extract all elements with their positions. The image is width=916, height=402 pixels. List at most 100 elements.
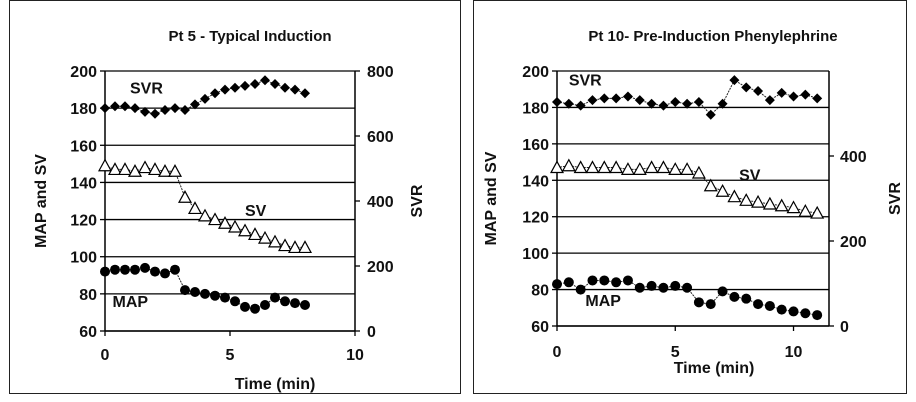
chart-svg-phenylephrine: Pt 10- Pre-Induction Phenylephrine 60 80 10… [483,28,904,377]
data-point-svr [634,95,645,106]
data-point-svr [180,105,190,115]
series-label-svr: SVR [569,73,602,90]
y2-tick-label: 600 [367,129,394,146]
data-point-map [776,304,787,315]
chart-panel-typical-induction: Pt 5 - Typical Induction 60 80 100 120 140 160… [9,0,461,394]
data-point-svr [646,98,657,109]
y-tick-label: 180 [70,101,97,118]
data-point-sv [549,160,565,174]
data-point-map [800,308,811,319]
data-point-svr [150,108,160,119]
data-point-map [150,266,160,277]
data-point-sv [97,158,113,172]
data-point-svr [190,99,200,110]
data-point-map [300,300,310,310]
data-point-sv [257,230,273,244]
data-point-sv [715,183,730,197]
y-tick-label: 140 [522,173,549,190]
data-point-sv [117,162,133,176]
data-point-svr [812,93,823,104]
data-point-sv [157,164,173,177]
data-point-map [290,298,300,309]
data-point-sv [277,238,293,252]
y-tick-label: 160 [522,137,549,154]
data-point-svr [220,84,230,95]
data-point-sv [177,190,193,203]
data-point-svr [717,98,728,109]
y-tick-label: 200 [70,64,97,81]
data-point-sv [167,164,183,177]
data-point-sv [703,178,718,192]
data-point-map [180,285,190,296]
data-point-svr [800,89,811,100]
data-point-map [658,282,669,293]
y-axis-label: MAP and SV [483,151,500,245]
data-point-sv [227,219,243,233]
y-tick-label: 100 [70,250,97,267]
chart-panel-phenylephrine: Pt 10- Pre-Induction Phenylephrine 60 80 10… [473,0,907,394]
data-point-svr [110,101,120,112]
x-axis-label: Time (min) [674,360,755,377]
series-label-svr: SVR [130,80,163,97]
data-point-map [705,299,716,310]
y2-axis-label: SVR [409,184,426,217]
data-point-svr [250,79,260,89]
data-point-svr [622,91,633,102]
data-point-svr [682,98,693,109]
y-tick-label: 180 [522,100,549,117]
y-tick-label: 100 [522,246,549,263]
data-point-sv [247,227,263,241]
data-point-map [270,292,280,303]
data-point-map [611,277,622,288]
data-point-map [599,275,610,286]
data-point-map [575,284,586,295]
data-point-sv [197,208,213,222]
x-tick-label: 5 [671,344,680,361]
data-point-sv [727,189,742,203]
data-point-svr [240,80,250,91]
data-point-map [563,277,574,288]
x-tick-label: 0 [553,344,562,361]
data-point-map [788,306,799,317]
y-tick-label: 200 [522,64,549,81]
y-tick-label: 160 [70,138,97,155]
data-point-map [200,288,210,299]
data-point-svr [270,79,280,89]
y-tick-label: 60 [79,324,97,341]
data-point-sv [668,162,683,175]
y-tick-label: 60 [531,319,549,336]
y2-tick-label: 200 [367,259,394,276]
x-axis-label: Time (min) [235,376,316,393]
data-point-map [230,296,240,307]
data-point-sv [680,162,695,175]
data-point-svr [140,106,150,117]
data-point-svr [670,96,681,107]
data-point-sv [691,165,706,179]
data-point-svr [100,103,110,114]
data-point-sv [267,234,283,248]
data-point-map [552,279,562,290]
data-point-map [682,282,693,293]
data-point-svr [599,93,610,104]
data-point-sv [127,164,143,177]
data-point-map [220,292,230,303]
y-tick-label: 80 [531,283,549,300]
data-point-map [693,297,704,308]
data-point-map [260,300,270,310]
data-point-sv [609,160,624,174]
data-point-sv [597,160,612,174]
data-point-sv [287,240,303,254]
series-label-map: MAP [113,294,149,311]
data-point-map [753,299,764,310]
data-point-map [646,280,657,291]
data-point-sv [137,160,153,174]
data-point-svr [230,82,240,93]
data-point-svr [753,86,764,97]
data-point-svr [575,100,586,111]
data-point-map [729,291,740,302]
data-point-svr [788,91,799,102]
data-point-sv [644,160,659,174]
data-point-sv [107,162,123,176]
y-tick-label: 80 [79,287,97,304]
series-label-sv: SV [739,167,761,184]
